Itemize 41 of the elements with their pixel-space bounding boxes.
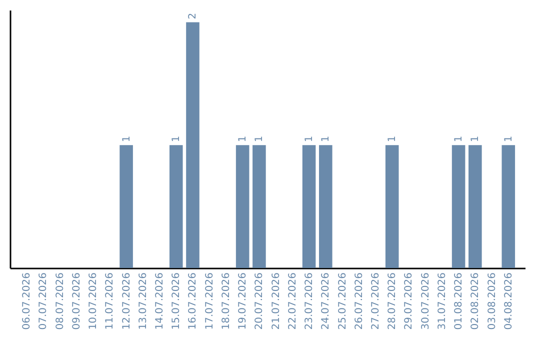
x-tick-label: 19.07.2026 bbox=[238, 272, 249, 330]
x-tick-label: 31.07.2026 bbox=[436, 272, 448, 330]
x-tick-label: 29.07.2026 bbox=[404, 272, 415, 330]
data-label: 1 bbox=[171, 136, 182, 142]
x-tick-label: 17.07.2026 bbox=[204, 272, 216, 330]
x-tick-label: 14.07.2026 bbox=[154, 272, 166, 330]
data-label: 1 bbox=[470, 136, 482, 142]
x-tick-label: 13.07.2026 bbox=[138, 272, 149, 330]
x-tick-label: 16.07.2026 bbox=[188, 272, 199, 330]
x-tick-label: 11.07.2026 bbox=[104, 272, 116, 330]
x-tick-label: 09.07.2026 bbox=[71, 272, 82, 330]
x-tick-label: 28.07.2026 bbox=[387, 272, 398, 330]
x-tick-label: 02.08.2026 bbox=[470, 272, 482, 330]
x-tick-label: 23.07.2026 bbox=[304, 272, 316, 330]
data-label: 1 bbox=[121, 136, 132, 142]
x-tick-label: 04.08.2026 bbox=[503, 272, 514, 330]
x-tick-label: 25.07.2026 bbox=[337, 272, 348, 330]
x-tick-label: 03.08.2026 bbox=[486, 272, 498, 330]
x-tick-label: 24.07.2026 bbox=[320, 272, 332, 330]
x-tick-label: 21.07.2026 bbox=[270, 272, 282, 330]
x-tick-label: 26.07.2026 bbox=[354, 272, 365, 330]
x-tick-label: 18.07.2026 bbox=[220, 272, 232, 330]
data-label: 1 bbox=[454, 136, 465, 142]
data-label: 1 bbox=[254, 136, 266, 142]
data-label: 2 bbox=[188, 12, 199, 20]
data-label: 1 bbox=[238, 136, 249, 142]
x-tick-label: 20.07.2026 bbox=[254, 272, 266, 330]
x-tick-label: 22.07.2026 bbox=[287, 272, 298, 330]
data-label: 1 bbox=[304, 136, 316, 142]
x-tick-label: 07.07.2026 bbox=[38, 272, 50, 330]
x-tick-label: 27.07.2026 bbox=[370, 272, 382, 330]
x-tick-label: 08.07.2026 bbox=[54, 272, 66, 330]
x-tick-label: 15.07.2026 bbox=[171, 272, 182, 330]
data-label: 1 bbox=[503, 136, 514, 142]
data-label: 1 bbox=[387, 136, 398, 142]
x-tick-label: 06.07.2026 bbox=[22, 272, 33, 330]
x-tick-label: 01.08.2026 bbox=[454, 272, 465, 330]
data-label: 1 bbox=[320, 136, 332, 142]
x-tick-label: 10.07.2026 bbox=[88, 272, 100, 330]
x-tick-label: 12.07.2026 bbox=[121, 272, 132, 330]
x-tick-label: 30.07.2026 bbox=[420, 272, 432, 330]
